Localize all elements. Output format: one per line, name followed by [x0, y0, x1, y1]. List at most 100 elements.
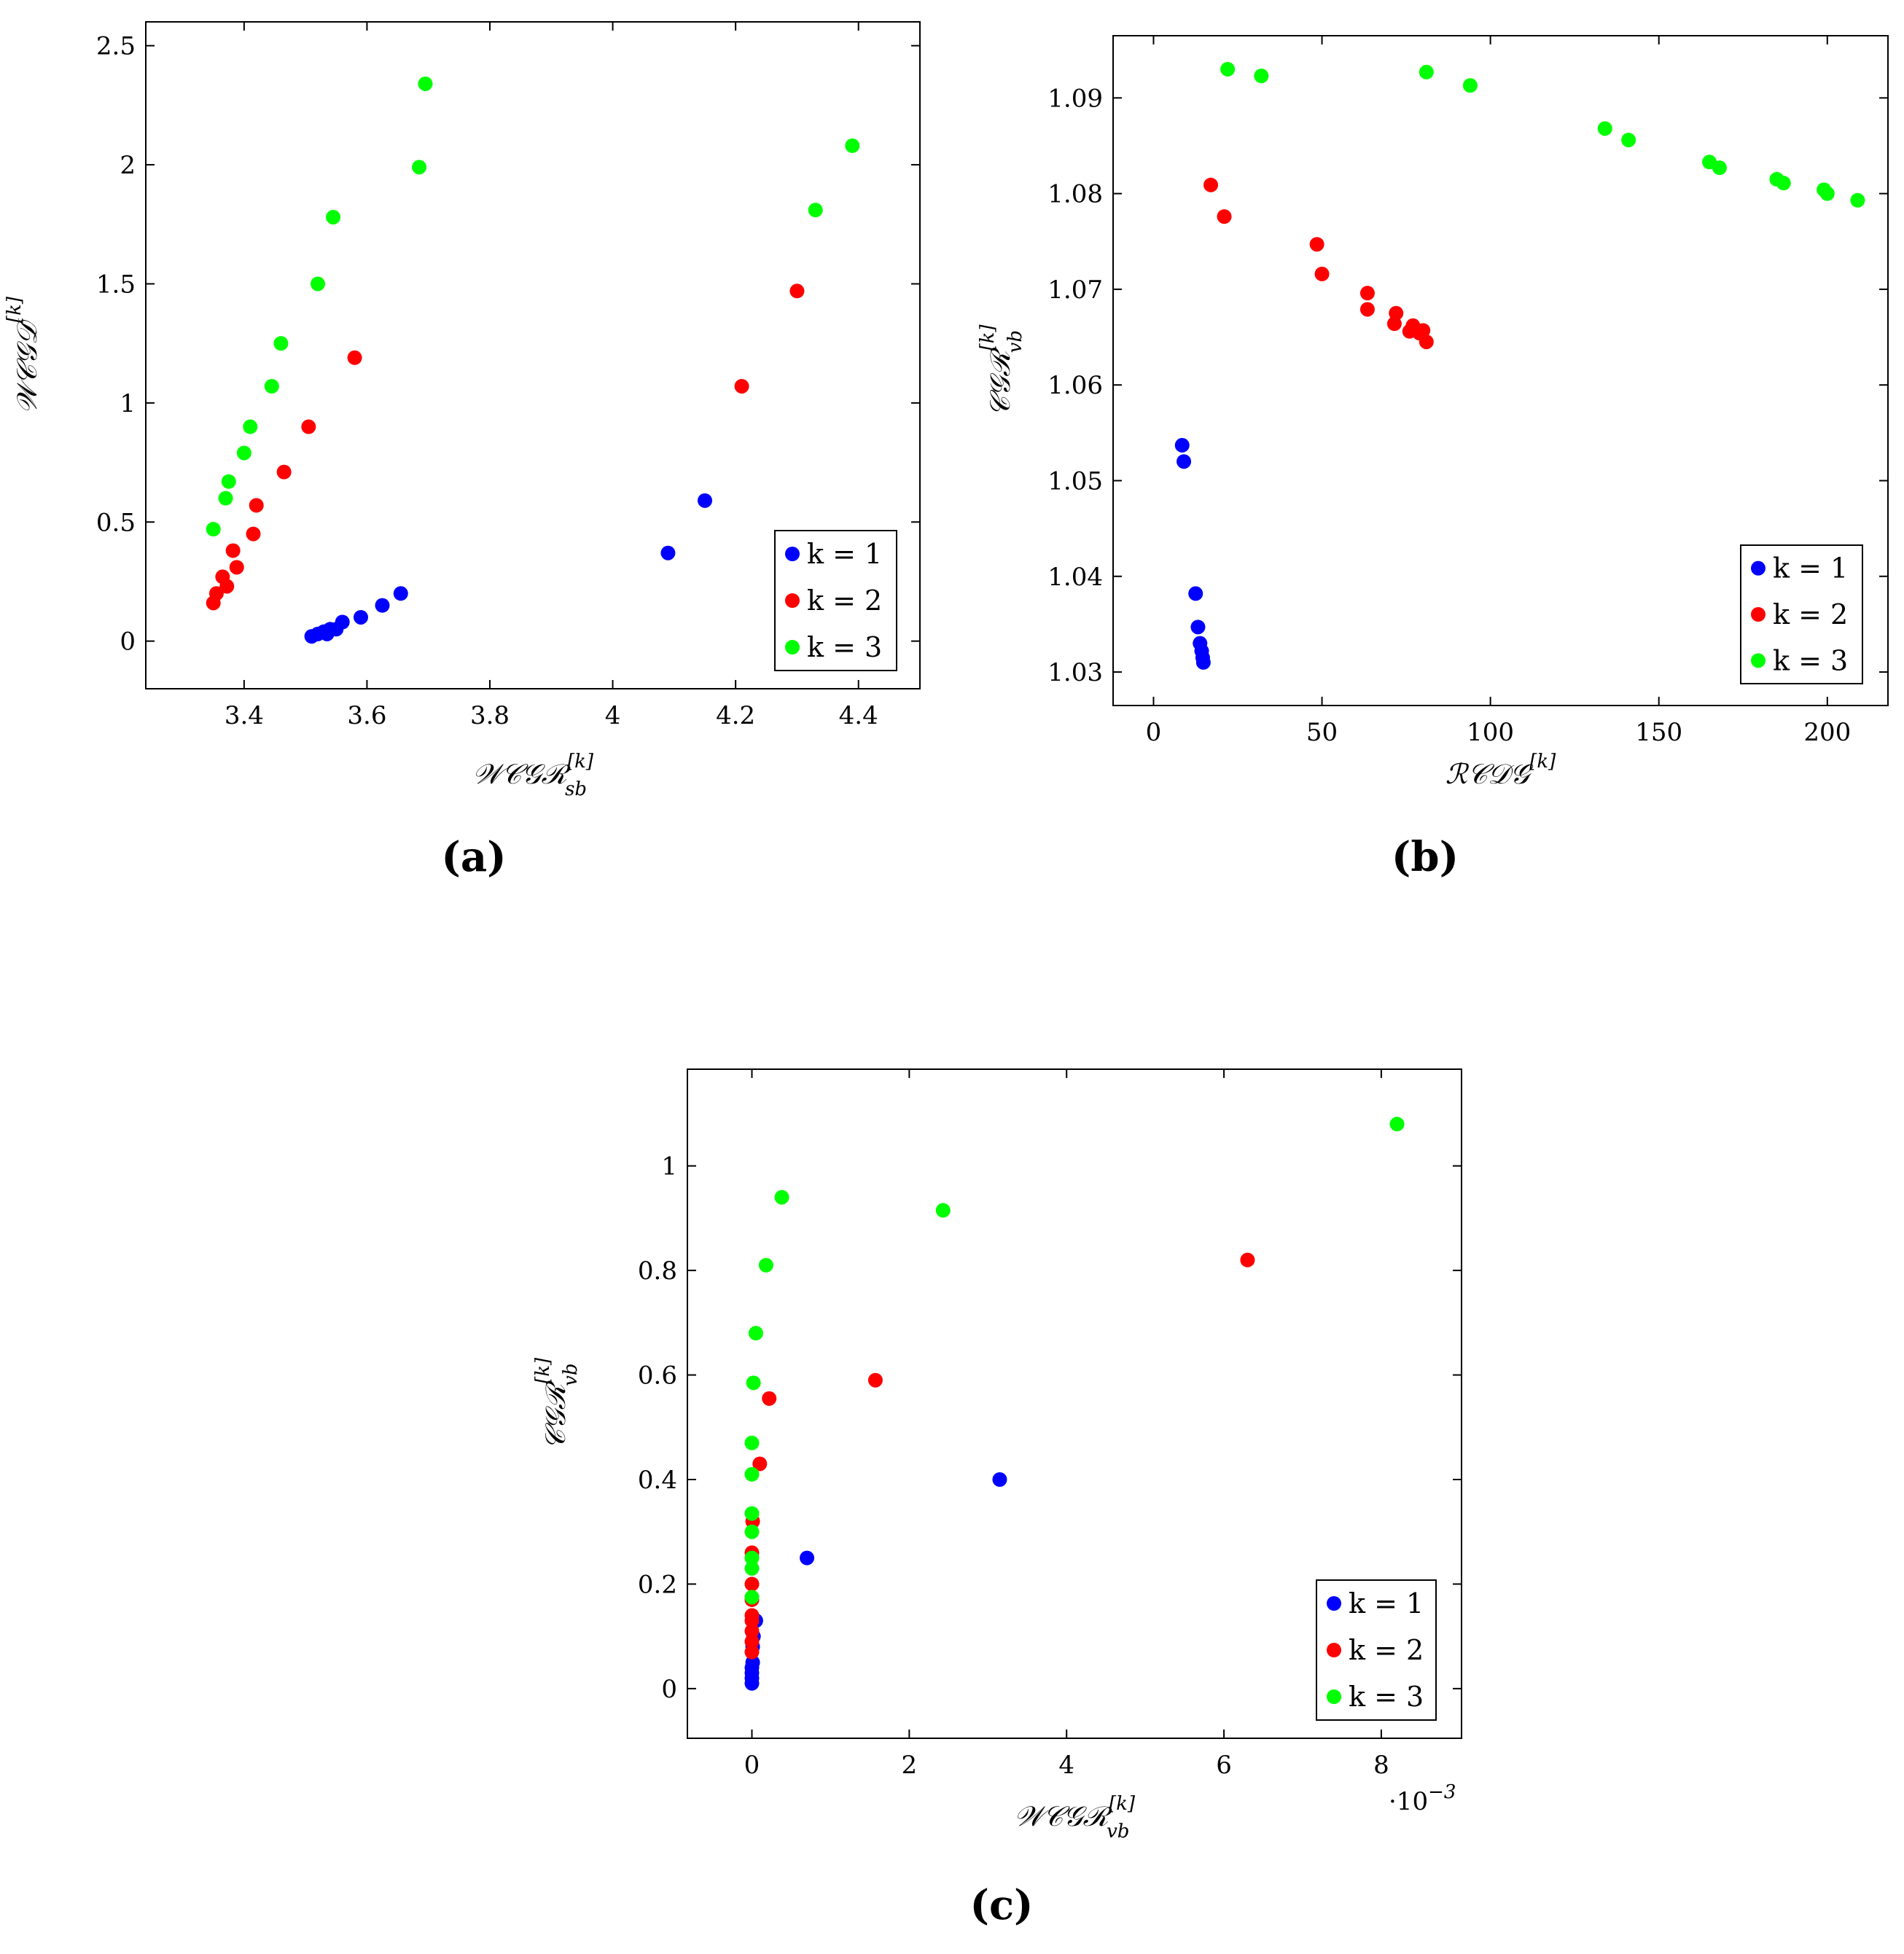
data-point: [789, 284, 805, 299]
legend-marker-k3: [1751, 653, 1766, 668]
data-point: [1314, 266, 1330, 281]
data-point: [660, 545, 676, 560]
legend-marker-k3: [785, 640, 800, 654]
data-point: [744, 1435, 760, 1450]
data-point: [1177, 454, 1192, 469]
x-axis-label: ℛ𝒞𝒟𝒢[k]: [1445, 751, 1556, 790]
data-point: [1419, 335, 1434, 350]
data-point: [744, 1524, 760, 1539]
legend-label-k1: k = 1: [1349, 1587, 1424, 1619]
data-point: [845, 138, 860, 153]
panel-caption: (a): [441, 833, 506, 881]
x-scale-factor: ·10−3: [1389, 1781, 1456, 1816]
data-point: [273, 336, 289, 351]
y-tick-label: 0.2: [638, 1570, 677, 1599]
data-point: [225, 543, 241, 558]
data-point: [744, 1560, 760, 1576]
data-point: [1220, 61, 1236, 77]
x-tick-label: 4: [605, 701, 621, 730]
data-point: [744, 1590, 760, 1605]
panel-b: 0 50 100 150 200 1.03 1.04 1.05 1.06 1.07 1.08 1.09…: [977, 35, 1889, 881]
y-tick-label: 0: [120, 628, 136, 657]
data-point: [1416, 323, 1431, 338]
x-tick-label: 4.2: [716, 701, 755, 730]
data-point: [1190, 620, 1206, 635]
y-tick-label: 0.4: [638, 1466, 677, 1495]
legend-label-k3: k = 3: [807, 631, 882, 663]
panel-a: 3.4 3.6 3.8 4 4.2 4.4 0 0.5 1 1.5 2 2.5 𝒲𝒞𝒢ℛ[k] sb 𝒲𝒞𝒢…: [4, 21, 921, 881]
x-tick-label: 4.4: [839, 701, 878, 730]
data-point: [246, 526, 261, 542]
data-point: [354, 609, 368, 625]
series-k2: [206, 284, 805, 611]
data-point: [800, 1550, 815, 1566]
panel-caption: (c): [969, 1881, 1033, 1929]
plot-frame: [687, 1068, 1462, 1739]
y-tick-label: 1.07: [1047, 275, 1103, 305]
y-axis-label: 𝒞𝒢ℛ[k] vb: [532, 1357, 582, 1450]
data-point: [218, 491, 233, 506]
data-point: [744, 1644, 760, 1660]
x-tick-label: 0: [1146, 718, 1162, 747]
data-point: [1195, 654, 1211, 670]
legend: k = 1 k = 2 k = 3: [1316, 1579, 1437, 1721]
legend-label-k2: k = 2: [807, 585, 882, 617]
data-point: [208, 586, 224, 601]
y-tick-label: 1: [661, 1152, 677, 1181]
y-tick-label: 1.04: [1047, 563, 1103, 592]
data-point: [1712, 160, 1727, 176]
data-point: [762, 1391, 777, 1406]
y-tick-label: 1.5: [96, 270, 136, 299]
data-point: [418, 76, 433, 91]
data-point: [745, 1655, 760, 1670]
legend-label-k2: k = 2: [1349, 1634, 1424, 1666]
data-point: [219, 579, 235, 594]
legend: k = 1 k = 2 k = 3: [774, 530, 897, 671]
legend-marker-k1: [785, 547, 800, 561]
legend-label-k1: k = 1: [807, 538, 882, 570]
legend-marker-k1: [1327, 1596, 1341, 1611]
series-k1: [1174, 437, 1211, 670]
y-tick-label: 0.8: [638, 1257, 677, 1286]
data-point: [1188, 586, 1203, 601]
y-tick-label: 0.6: [638, 1361, 677, 1391]
x-tick-label: 4: [1058, 1751, 1074, 1780]
data-point: [774, 1189, 789, 1205]
y-tick-label: 1.09: [1047, 84, 1103, 113]
x-tick-label: 2: [902, 1751, 918, 1780]
data-point: [326, 209, 341, 224]
x-tick-label: 3.6: [347, 701, 386, 730]
panel-caption: (b): [1392, 833, 1459, 881]
data-point: [206, 522, 221, 537]
data-point: [1621, 133, 1636, 148]
data-point: [229, 560, 244, 575]
data-point: [1389, 305, 1404, 321]
data-point: [744, 1576, 760, 1592]
series-k3: [1220, 61, 1865, 208]
data-point: [301, 419, 316, 434]
data-point: [1203, 177, 1219, 192]
data-point: [412, 160, 427, 175]
y-tick-label: 1.08: [1047, 180, 1103, 209]
data-point: [1389, 1117, 1405, 1132]
data-point: [752, 1456, 768, 1472]
series-k2: [1203, 177, 1434, 350]
data-point: [1850, 192, 1865, 208]
x-tick-label: 6: [1216, 1751, 1232, 1780]
y-tick-label: 0: [661, 1675, 677, 1704]
plot-frame: [1112, 35, 1889, 706]
data-point: [808, 203, 823, 218]
data-point: [867, 1372, 883, 1388]
data-point: [236, 445, 251, 461]
data-point: [243, 419, 258, 434]
legend-marker-k2: [785, 593, 800, 608]
data-point: [347, 350, 362, 365]
y-tick-label: 2: [120, 151, 136, 180]
data-point: [1359, 302, 1375, 317]
data-point: [335, 614, 350, 630]
data-point: [758, 1257, 773, 1273]
x-tick-label: 3.4: [225, 701, 264, 730]
y-tick-label: 1.06: [1047, 371, 1103, 400]
y-tick-label: 1.03: [1047, 658, 1103, 687]
data-point: [744, 1634, 760, 1649]
